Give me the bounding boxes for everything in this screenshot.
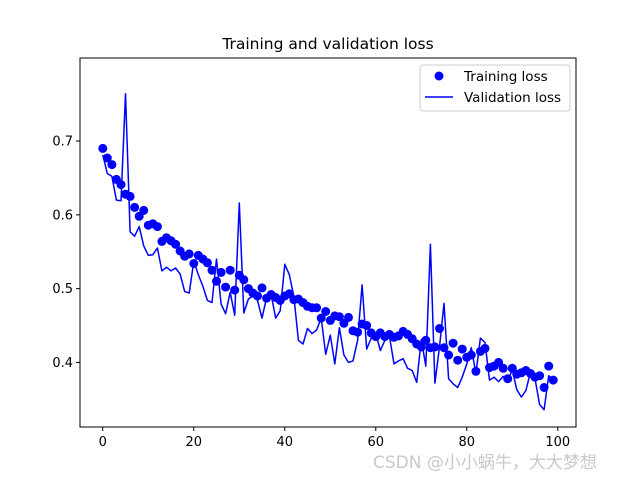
training-loss-point — [225, 265, 235, 275]
training-loss-point — [321, 307, 331, 316]
plot-area — [98, 93, 558, 411]
legend-validation-label: Validation loss — [464, 90, 561, 106]
training-loss-point — [544, 361, 554, 371]
x-tick-label: 40 — [276, 435, 293, 450]
training-loss-point — [439, 343, 449, 353]
training-loss-point — [430, 342, 440, 352]
training-loss-point — [539, 383, 549, 392]
training-loss-point — [498, 363, 508, 373]
y-tick-label: 0.5 — [52, 282, 73, 297]
training-loss-point — [480, 343, 490, 353]
training-loss-point — [548, 375, 558, 385]
y-tick-label: 0.7 — [52, 135, 73, 150]
training-loss-point — [216, 267, 226, 277]
training-loss-point — [139, 205, 149, 215]
axis-ticks: 0 20 40 60 80 100 0.4 0.5 0.6 0.7 — [52, 135, 570, 450]
training-loss-point — [212, 276, 221, 286]
training-loss-point — [421, 335, 431, 345]
training-loss-point — [257, 283, 267, 293]
training-loss-point — [453, 355, 463, 365]
training-loss-point — [253, 291, 262, 301]
training-loss-point — [102, 153, 112, 163]
training-loss-point — [416, 342, 426, 352]
training-loss-point — [535, 371, 545, 381]
training-loss-point — [230, 285, 240, 295]
training-loss-point — [353, 327, 363, 337]
training-loss-point — [316, 313, 326, 323]
training-loss-point — [98, 143, 108, 153]
x-tick-label: 100 — [545, 435, 570, 450]
training-loss-point — [448, 338, 458, 348]
training-loss-point — [171, 239, 181, 249]
training-loss-point — [116, 180, 126, 190]
training-loss-point — [239, 275, 249, 285]
training-loss-point — [435, 324, 444, 333]
training-loss-point — [184, 249, 194, 259]
x-tick-label: 80 — [459, 435, 476, 450]
training-loss-point — [207, 265, 217, 275]
training-loss-point — [189, 259, 199, 268]
training-loss-point — [466, 350, 476, 360]
training-loss-point — [221, 282, 231, 292]
axes-frame — [79, 57, 577, 428]
training-loss-point — [107, 160, 117, 170]
training-loss-point — [334, 312, 344, 322]
training-loss-point — [130, 202, 140, 212]
x-tick-label: 20 — [185, 435, 202, 450]
legend-training-marker — [434, 71, 444, 81]
validation-loss-line — [102, 93, 554, 411]
training-loss-point — [125, 191, 135, 201]
training-loss-point — [362, 321, 372, 330]
training-loss-point — [152, 222, 162, 232]
training-loss-point — [457, 344, 467, 354]
training-loss-point — [312, 303, 322, 313]
training-loss-point — [202, 258, 212, 268]
training-loss-point — [471, 366, 481, 376]
legend-training-label: Training loss — [463, 69, 548, 85]
training-loss-point — [444, 350, 454, 360]
watermark: CSDN @小小蜗牛，大大梦想 — [373, 453, 597, 473]
y-tick-label: 0.6 — [52, 208, 73, 223]
y-tick-label: 0.4 — [52, 356, 73, 371]
legend-box — [419, 64, 571, 112]
x-tick-label: 60 — [368, 435, 385, 450]
chart-title: Training and validation loss — [221, 35, 433, 53]
legend: Training loss Validation loss — [419, 64, 571, 112]
training-loss-point — [344, 312, 353, 322]
training-loss-point — [503, 374, 513, 384]
x-tick-label: 0 — [99, 435, 107, 450]
